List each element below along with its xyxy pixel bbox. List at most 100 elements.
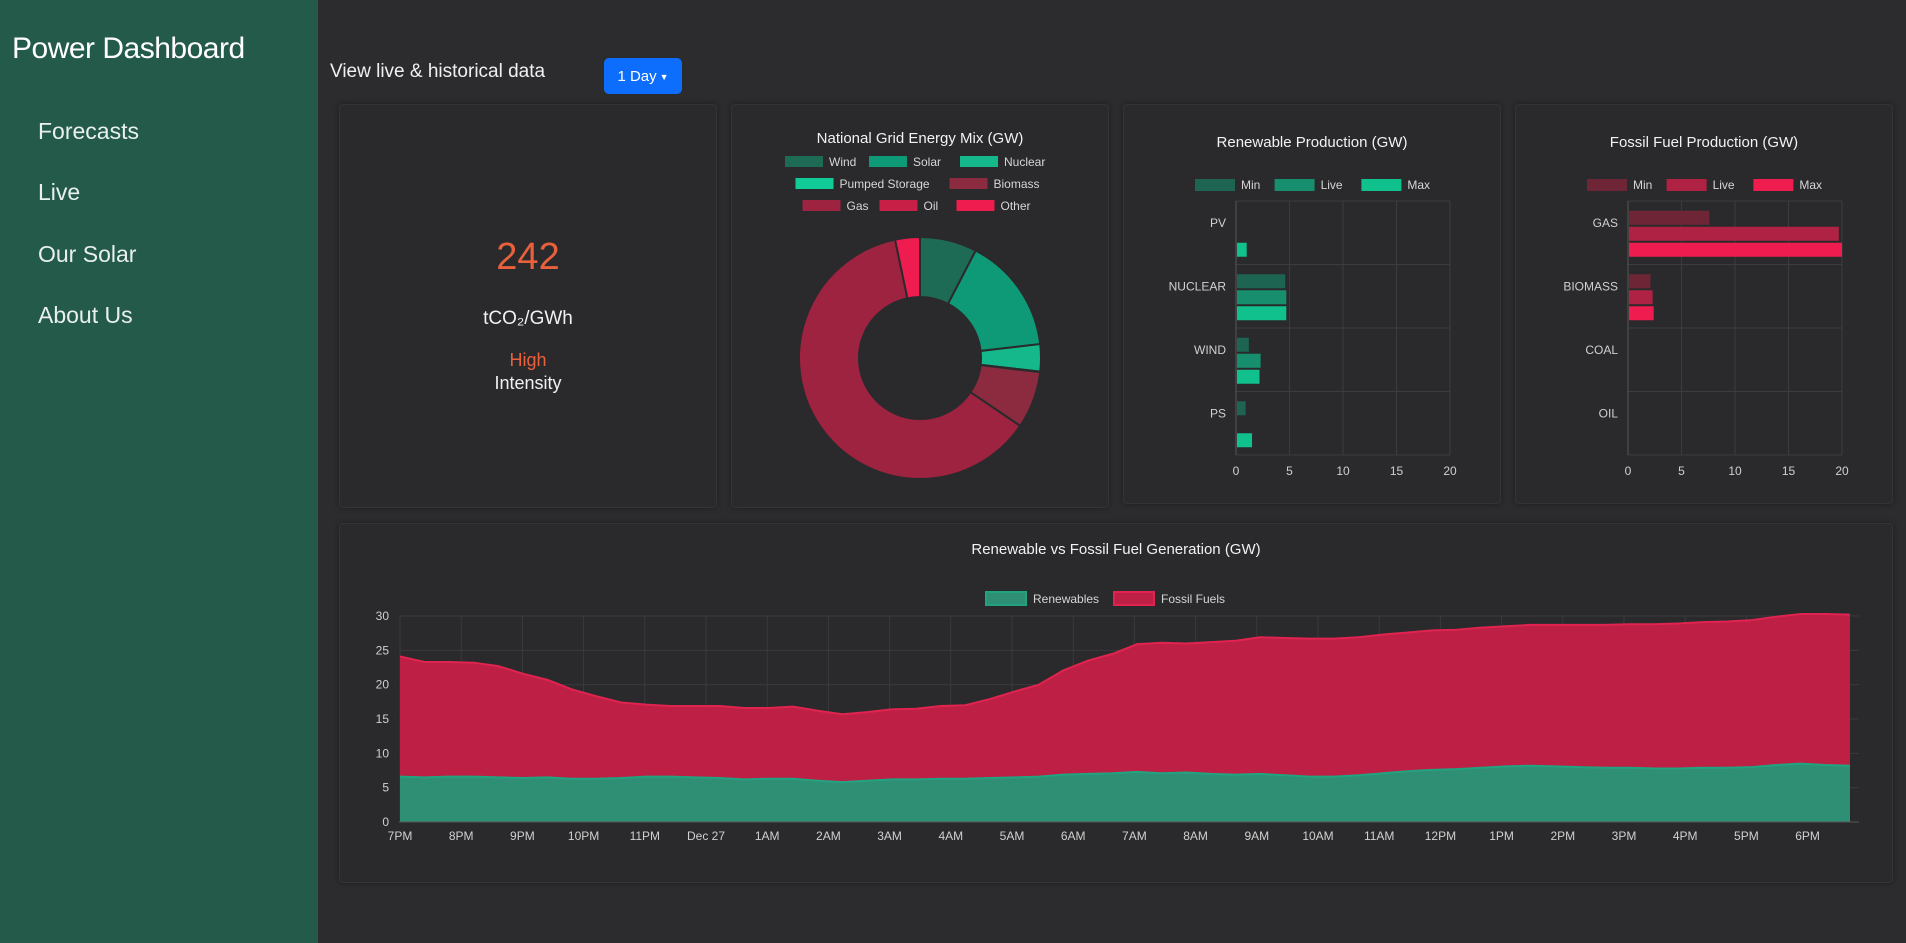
generation-history-card: Renewable vs Fossil Fuel Generation (GW)… [339, 523, 1893, 883]
legend-swatch-pumped-storage [795, 178, 834, 189]
x-tick-label: 8PM [449, 829, 474, 843]
intensity-level: High [509, 350, 547, 370]
renewable-production-card: Renewable Production (GW) Min Live Max 0 5 10 1… [1123, 104, 1501, 504]
y-tick-label-oil: OIL [1599, 406, 1619, 420]
legend-swatch-min [1587, 179, 1627, 191]
bar-ps-max [1237, 433, 1253, 448]
line-fossil-fuels [399, 612, 1851, 716]
bar-gas-live [1629, 226, 1839, 241]
x-tick-label: 6PM [1795, 829, 1820, 843]
x-tick-label: 5 [1678, 464, 1685, 478]
x-tick-label: 15 [1390, 464, 1404, 478]
y-tick-label-pv: PV [1210, 216, 1226, 230]
fossil-production-card: Fossil Fuel Production (GW) Min Live Max 0 5 1… [1515, 104, 1893, 504]
y-tick-label: 30 [376, 609, 390, 623]
x-tick-label: 4AM [938, 829, 963, 843]
intensity-unit: tCO₂/GWh [483, 308, 573, 329]
x-tick-label: 10 [1336, 464, 1350, 478]
bar-biomass-live [1629, 290, 1653, 305]
x-tick-label: 0 [1233, 464, 1240, 478]
legend-label-wind: Wind [829, 155, 856, 169]
chart-title: Renewable vs Fossil Fuel Generation (GW) [971, 541, 1260, 558]
y-tick-label-wind: WIND [1194, 343, 1226, 357]
donut-slice-other [893, 235, 921, 300]
y-tick-label-nuclear: NUCLEAR [1169, 279, 1227, 293]
y-tick-label: 5 [382, 781, 389, 795]
brand-title[interactable]: Power Dashboard [12, 32, 245, 65]
x-tick-label: 20 [1835, 464, 1849, 478]
legend-label-renewables: Renewables [1033, 592, 1099, 606]
caret-down-icon: ▼ [659, 71, 669, 82]
energy-mix-card: National Grid Energy Mix (GW) Wind Solar Nu… [731, 104, 1109, 508]
intensity-value: 242 [496, 236, 560, 278]
x-tick-label: 3PM [1612, 829, 1637, 843]
x-tick-label: 9AM [1244, 829, 1269, 843]
legend-label-live: Live [1321, 178, 1343, 192]
legend-label-oil: Oil [924, 199, 939, 213]
legend-label-gas: Gas [847, 199, 869, 213]
legend-label-nuclear: Nuclear [1004, 155, 1045, 169]
sidebar-item-live[interactable]: Live [38, 179, 81, 205]
sidebar-item-our-solar[interactable]: Our Solar [38, 241, 137, 267]
x-tick-label: 10PM [568, 829, 599, 843]
main-content: View live & historical data 1 Day ▼ 242 t… [318, 0, 1906, 943]
sidebar: Power Dashboard Forecasts Live Our Solar… [0, 0, 318, 943]
legend-swatch-other [956, 200, 995, 211]
x-tick-label: 5PM [1734, 829, 1759, 843]
y-tick-label: 25 [376, 643, 390, 657]
legend-swatch-wind [785, 156, 823, 167]
legend-swatch-min [1195, 179, 1235, 191]
y-tick-label: 20 [376, 678, 390, 692]
line-renewables [399, 762, 1851, 784]
sidebar-item-forecasts[interactable]: Forecasts [38, 118, 139, 144]
bar-nuclear-max [1237, 306, 1287, 321]
legend-swatch-biomass [949, 178, 988, 189]
legend-label-max: Max [1799, 178, 1822, 192]
legend-swatch-max [1361, 179, 1402, 191]
legend-swatch-fossil-fuels [1113, 591, 1155, 606]
energy-mix-chart: National Grid Energy Mix (GW) Wind Solar Nu… [785, 130, 1045, 480]
legend-swatch-solar [869, 156, 907, 167]
legend-label-fossil-fuels: Fossil Fuels [1161, 592, 1225, 606]
x-tick-label: 5AM [1000, 829, 1025, 843]
legend-swatch-renewables [985, 591, 1027, 606]
x-tick-label: 7AM [1122, 829, 1147, 843]
time-range-dropdown-button[interactable]: 1 Day ▼ [604, 58, 682, 94]
sidebar-item-about-us[interactable]: About Us [38, 302, 133, 328]
x-tick-label: 5 [1286, 464, 1293, 478]
renewable-production-chart: Renewable Production (GW) Min Live Max 0 5 10 1… [1169, 134, 1457, 478]
bar-wind-max [1237, 369, 1260, 384]
legend-label-min: Min [1633, 178, 1652, 192]
legend-swatch-max [1753, 179, 1794, 191]
bar-nuclear-min [1237, 274, 1286, 289]
y-tick-label: 15 [376, 712, 390, 726]
chart-title: Renewable Production (GW) [1217, 134, 1408, 151]
legend-label-biomass: Biomass [994, 177, 1040, 191]
fossil-production-chart: Fossil Fuel Production (GW) Min Live Max 0 5 1… [1563, 134, 1849, 478]
x-tick-label: 1PM [1489, 829, 1514, 843]
legend-swatch-gas [802, 200, 841, 211]
page-subtitle: View live & historical data [330, 61, 546, 82]
legend-swatch-live [1666, 179, 1707, 191]
y-tick-label-biomass: BIOMASS [1563, 279, 1618, 293]
x-tick-label: 15 [1782, 464, 1796, 478]
x-tick-label: 3AM [877, 829, 902, 843]
chart-title: Fossil Fuel Production (GW) [1610, 134, 1798, 151]
bar-nuclear-live [1237, 290, 1287, 305]
y-tick-label-ps: PS [1210, 406, 1226, 420]
x-tick-label: 2AM [816, 829, 841, 843]
legend-label-max: Max [1407, 178, 1430, 192]
x-tick-label: 1AM [755, 829, 780, 843]
x-tick-label: 6AM [1061, 829, 1086, 843]
legend-label-pumped-storage: Pumped Storage [840, 177, 930, 191]
x-tick-label: 10 [1728, 464, 1742, 478]
x-tick-label: 12PM [1425, 829, 1456, 843]
x-tick-label: Dec 27 [687, 829, 725, 843]
time-range-label: 1 Day [617, 67, 657, 85]
x-tick-label: 2PM [1550, 829, 1575, 843]
bar-biomass-min [1629, 274, 1651, 289]
x-tick-label: 7PM [388, 829, 413, 843]
x-tick-label: 4PM [1673, 829, 1698, 843]
bar-ps-min [1237, 401, 1246, 416]
x-tick-label: 20 [1443, 464, 1457, 478]
